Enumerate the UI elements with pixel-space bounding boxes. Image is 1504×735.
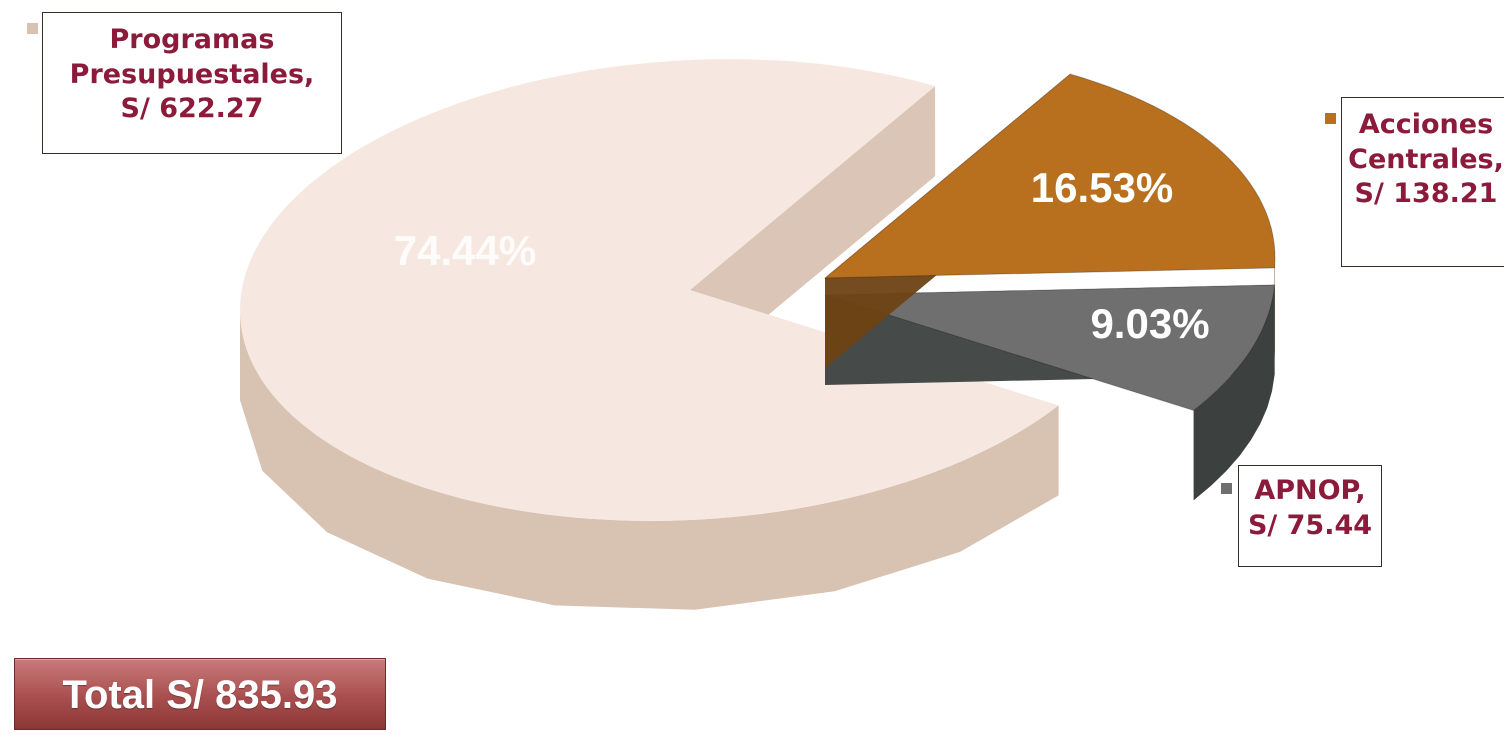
callout-acciones-centrales: Acciones Centrales, S/ 138.21 <box>1341 97 1504 267</box>
pie-percent-label-2: 9.03% <box>1090 300 1209 347</box>
pie-slice-side-2 <box>1193 284 1275 501</box>
pie-slice-1 <box>823 73 1276 368</box>
legend-swatch-acciones <box>1325 113 1336 124</box>
pie-percent-label-0: 74.44% <box>394 227 536 274</box>
pie-percent-label-1: 16.53% <box>1031 164 1173 211</box>
callout-line: S/ 75.44 <box>1247 509 1373 541</box>
callout-line: APNOP, <box>1254 475 1366 506</box>
callout-line: Centrales, <box>1348 143 1504 175</box>
callout-line: S/ 622.27 <box>120 93 264 125</box>
pie-slice-2 <box>824 284 1276 501</box>
callout-programas-presupuestales: Programas Presupuestales, S/ 622.27 <box>42 12 342 154</box>
pie-slice-cut-0 <box>690 86 936 380</box>
pie-slice-top-0 <box>240 59 1059 521</box>
legend-swatch-programas <box>27 23 38 34</box>
callout-line: Presupuestales, <box>69 58 315 90</box>
callout-line: Programas <box>109 24 275 55</box>
pie-slice-0 <box>240 59 1059 610</box>
pie-slice-top-2 <box>824 284 1276 411</box>
callout-apnop: APNOP, S/ 75.44 <box>1238 465 1382 567</box>
pie-slice-top-1 <box>823 73 1276 279</box>
callout-line: Acciones <box>1358 109 1494 140</box>
legend-swatch-apnop <box>1221 483 1232 494</box>
callout-line: S/ 138.21 <box>1354 178 1498 210</box>
total-badge: Total S/ 835.93 <box>14 658 386 730</box>
pie-slice-side-0 <box>240 310 1059 610</box>
